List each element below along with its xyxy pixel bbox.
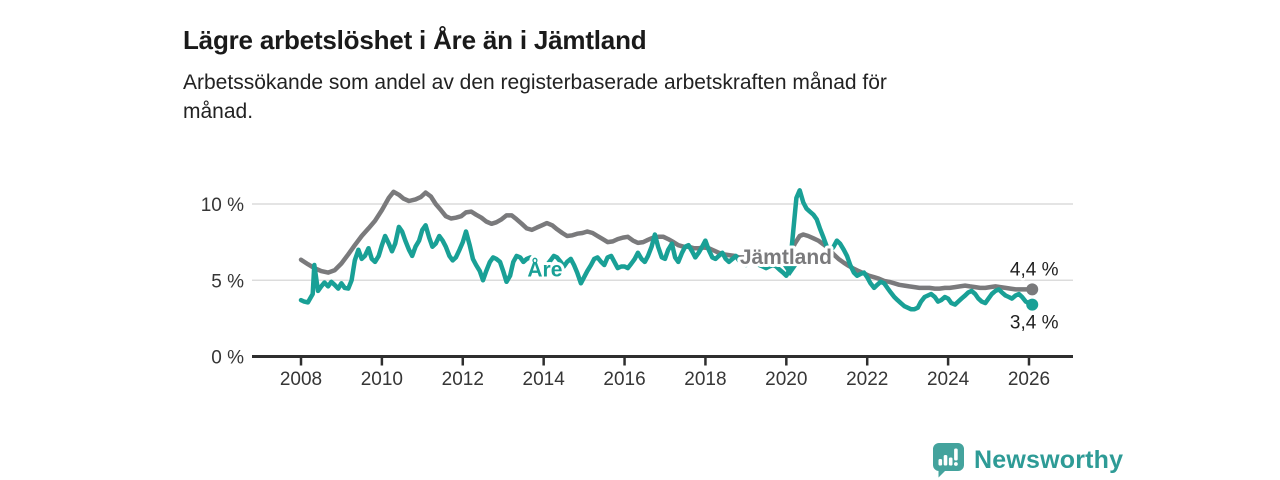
bar-chart-glyph	[938, 448, 958, 466]
y-tick-label: 0 %	[211, 348, 244, 369]
x-tick-label: 2022	[846, 369, 888, 390]
x-tick-label: 2026	[1008, 369, 1050, 390]
speech-bubble-shape	[933, 443, 964, 478]
end-value-label-are: 3,4 %	[1010, 313, 1059, 334]
chart-subtitle-line: Arbetssökande som andel av den registerb…	[183, 71, 887, 94]
series-label-are: Åre	[527, 257, 562, 281]
series-line-jamtland	[298, 189, 1035, 292]
chart-subtitle: Arbetssökande som andel av den registerb…	[183, 68, 887, 126]
newsworthy-logo-icon	[933, 443, 964, 478]
x-tick-label: 2020	[765, 369, 807, 390]
chart-subtitle-line: månad.	[183, 100, 254, 123]
x-tick-label: 2010	[361, 369, 403, 390]
y-tick-label: 5 %	[211, 271, 244, 292]
x-tick-label: 2016	[603, 369, 645, 390]
x-tick-label: 2008	[280, 369, 322, 390]
x-tick-label: 2012	[442, 369, 484, 390]
y-tick-label: 10 %	[201, 195, 244, 216]
series-end-dot-jamtland	[1026, 283, 1039, 296]
chart-title: Lägre arbetslöshet i Åre än i Jämtland	[183, 25, 647, 56]
x-tick-label: 2024	[927, 369, 970, 390]
x-tick-label: 2014	[523, 369, 566, 390]
brand-footer[interactable]: Newsworthy	[932, 443, 1123, 478]
end-value-label-jamtland: 4,4 %	[1010, 259, 1059, 280]
brand-name: Newsworthy	[974, 446, 1124, 474]
x-tick-label: 2018	[684, 369, 726, 390]
series-label-jamtland: Jämtland	[740, 246, 832, 269]
series-end-dot-are	[1026, 298, 1039, 311]
series-line-are	[298, 188, 1035, 312]
annotation-triangle-marker	[782, 266, 797, 277]
